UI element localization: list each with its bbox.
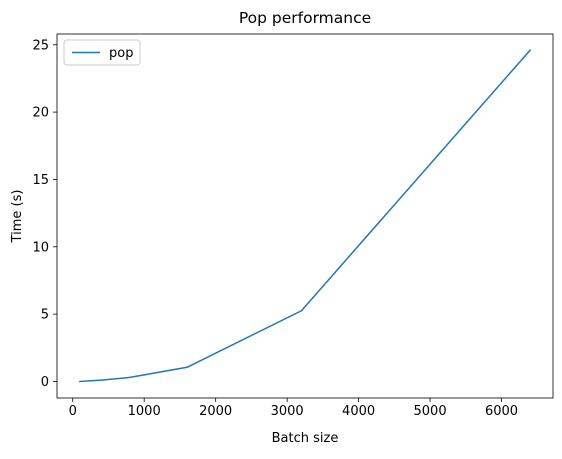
y-tick-label: 15: [32, 173, 49, 188]
chart-title: Pop performance: [239, 9, 371, 27]
legend-box: [63, 39, 141, 66]
plot-frame: [56, 33, 554, 399]
x-tick-label: 5000: [414, 404, 447, 419]
series-line-pop: [79, 49, 532, 383]
y-axis-label: Time (s): [10, 190, 25, 244]
plot-area: 0 1000 2000 3000 4000 5000 6000 0 5 10 15 20 25: [32, 33, 554, 419]
x-tick-label: 1000: [128, 404, 161, 419]
y-tick-label: 0: [41, 375, 49, 390]
x-tick-label: 6000: [485, 404, 518, 419]
x-tick-label: 4000: [342, 404, 375, 419]
x-tick-label: 0: [69, 404, 77, 419]
y-tick-label: 10: [32, 240, 49, 255]
x-tick-label: 2000: [199, 404, 232, 419]
x-tick-label: 3000: [271, 404, 304, 419]
y-tick-label: 25: [32, 38, 49, 53]
x-axis-label: Batch size: [272, 431, 339, 446]
legend: pop: [63, 39, 141, 66]
y-tick-label: 20: [32, 106, 49, 121]
y-tick-label: 5: [41, 308, 49, 323]
legend-label: pop: [109, 46, 133, 61]
